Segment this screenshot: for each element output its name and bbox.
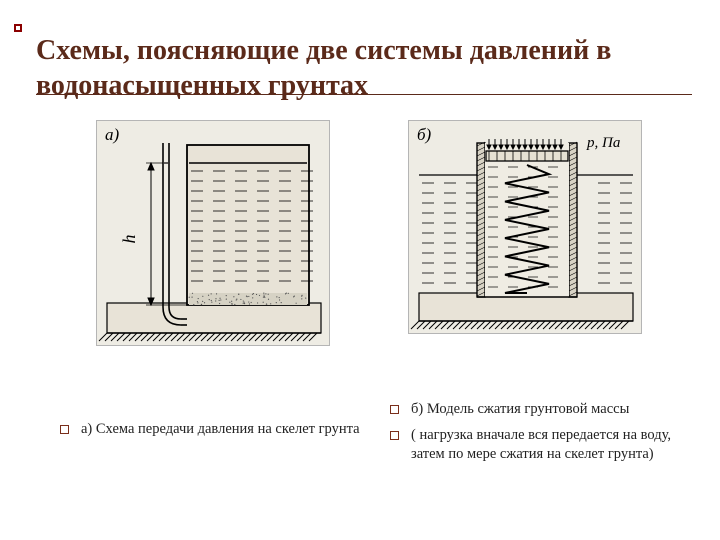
list-item: ( нагрузка вначале вся передается на вод… bbox=[390, 426, 700, 465]
caption-b2-text: ( нагрузка вначале вся передается на вод… bbox=[411, 426, 700, 465]
svg-text:h: h bbox=[119, 235, 139, 244]
caption-column-a: а) Схема передачи давления на скелет гру… bbox=[60, 420, 360, 446]
list-item: б) Модель сжатия грунтовой массы bbox=[390, 400, 700, 420]
bullet-icon bbox=[390, 405, 399, 414]
page-title: Схемы, поясняющие две системы давлений в… bbox=[36, 33, 700, 103]
figure-a-wrap: а) h bbox=[96, 120, 330, 346]
figure-b-svg: р, Па bbox=[409, 121, 643, 335]
svg-text:р, Па: р, Па bbox=[586, 135, 620, 151]
caption-b1-text: б) Модель сжатия грунтовой массы bbox=[411, 400, 629, 420]
bullet-icon bbox=[60, 425, 69, 434]
bullet-icon bbox=[390, 431, 399, 440]
title-underline bbox=[36, 94, 692, 95]
list-item: а) Схема передачи давления на скелет гру… bbox=[60, 420, 360, 440]
figure-a-svg: h bbox=[97, 121, 331, 347]
accent-square bbox=[14, 24, 22, 32]
caption-a-text: а) Схема передачи давления на скелет гру… bbox=[81, 420, 360, 440]
caption-column-b: б) Модель сжатия грунтовой массы ( нагру… bbox=[390, 400, 700, 471]
figure-b-wrap: б) р, Па bbox=[408, 120, 642, 334]
